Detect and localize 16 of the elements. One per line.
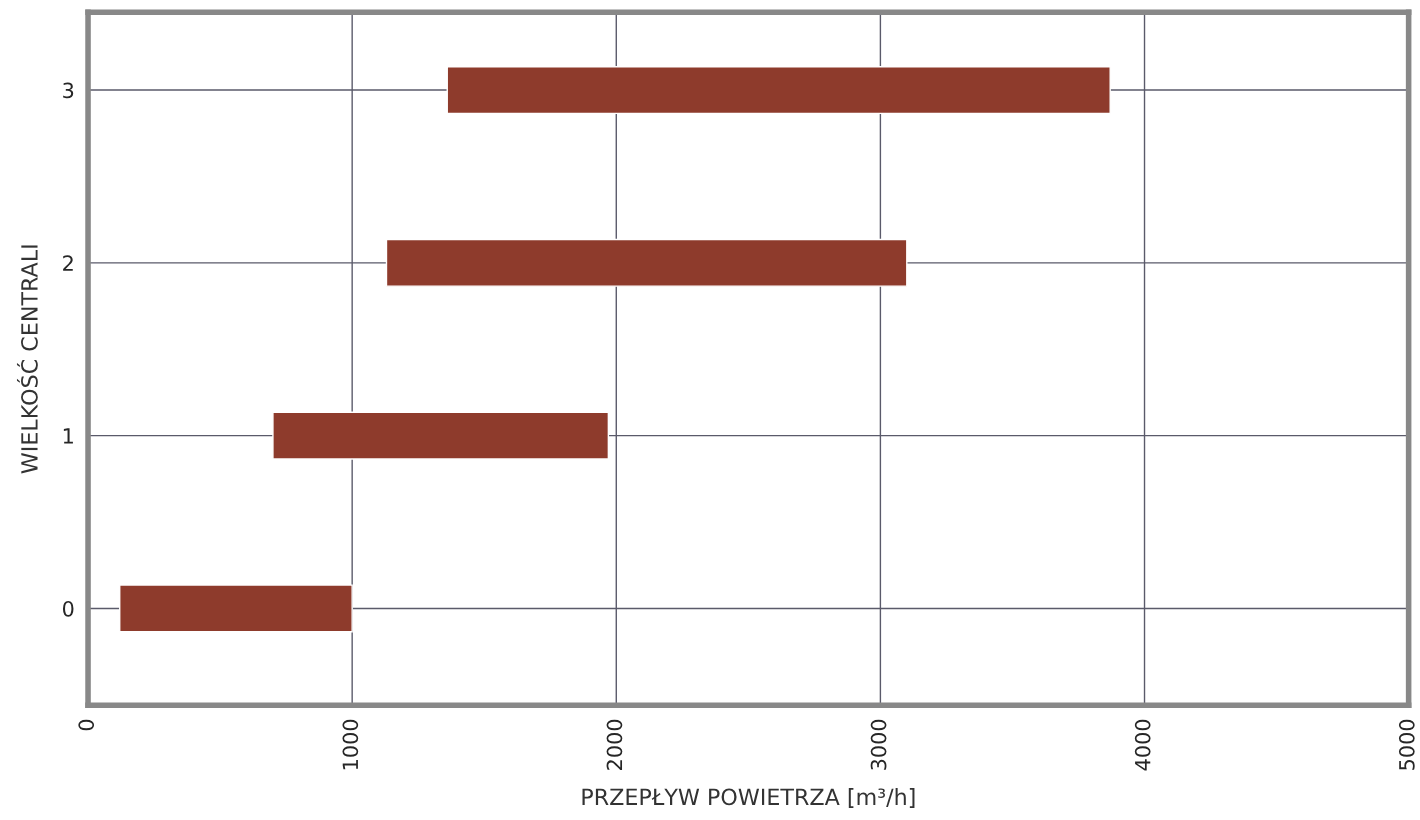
x-tick-label: 4000 [1134, 719, 1151, 771]
x-tick-label: 3000 [870, 719, 887, 770]
x-axis-title: PRZEPŁYW POWIETRZA [m³/h] [582, 788, 915, 808]
x-tick-label: 1000 [342, 719, 359, 770]
y-tick-label: 0 [62, 600, 74, 617]
bar [272, 411, 610, 460]
bar [119, 584, 353, 633]
bar [446, 66, 1111, 115]
x-tick-label: 5000 [1398, 719, 1415, 770]
bar [385, 238, 908, 287]
y-axis-title: WIELKOŚĆ CENTRALI [16, 245, 38, 474]
x-tick-label: 0 [78, 719, 95, 731]
y-tick-label: 1 [63, 428, 73, 444]
y-tick-label: 3 [63, 82, 74, 99]
y-tick-label: 2 [63, 255, 73, 271]
x-tick-label: 2000 [606, 719, 623, 770]
